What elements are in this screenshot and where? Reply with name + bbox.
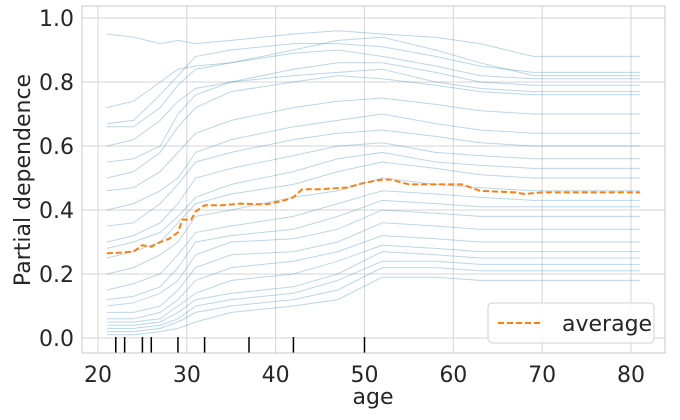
ice-line xyxy=(106,151,640,249)
ice-line xyxy=(106,235,640,320)
x-tick-label: 80 xyxy=(617,363,645,388)
ice-line xyxy=(106,199,640,301)
y-tick-label: 0.6 xyxy=(39,135,74,160)
legend-box xyxy=(487,302,655,344)
ice-line xyxy=(106,43,640,125)
ice-line xyxy=(106,30,640,57)
x-tick-labels: 20 30 40 50 60 70 80 xyxy=(84,363,645,388)
average-line xyxy=(106,178,640,255)
ice-line xyxy=(106,62,640,147)
ice-line xyxy=(106,276,640,336)
x-tick-label: 50 xyxy=(350,363,378,388)
x-tick-label: 40 xyxy=(262,363,290,388)
legend: average xyxy=(487,302,655,344)
ice-line xyxy=(106,68,640,163)
ice-line xyxy=(106,260,640,329)
ice-line xyxy=(106,49,640,128)
ice-line xyxy=(106,267,640,333)
y-tick-label: 0.4 xyxy=(39,199,74,224)
ice-line xyxy=(106,251,640,326)
rug-ticks xyxy=(115,337,366,353)
ice-line xyxy=(106,129,640,227)
ice-line xyxy=(106,190,640,291)
grid xyxy=(82,6,665,353)
x-tick-label: 20 xyxy=(84,363,112,388)
y-tick-label: 0.8 xyxy=(39,71,74,96)
ice-line xyxy=(106,222,640,313)
legend-average-label: average xyxy=(562,312,652,337)
ice-line xyxy=(106,142,640,243)
x-tick-label: 70 xyxy=(528,363,556,388)
ice-line xyxy=(106,209,640,307)
x-axis-label: age xyxy=(353,385,394,410)
y-axis-label: Partial dependence xyxy=(11,74,36,286)
ice-line xyxy=(106,113,640,211)
x-tick-label: 30 xyxy=(173,363,201,388)
average-line-group xyxy=(106,178,640,255)
ice-line xyxy=(106,244,640,323)
plot-frame xyxy=(81,5,666,354)
y-tick-labels: 0.0 0.2 0.4 0.6 0.8 1.0 xyxy=(39,7,74,352)
x-tick-label: 60 xyxy=(439,363,467,388)
ice-line xyxy=(106,75,640,179)
ice-line xyxy=(106,36,640,109)
y-tick-label: 0.2 xyxy=(39,263,74,288)
y-tick-label: 0.0 xyxy=(39,327,74,352)
y-tick-label: 1.0 xyxy=(39,7,74,32)
ice-line xyxy=(106,97,640,192)
